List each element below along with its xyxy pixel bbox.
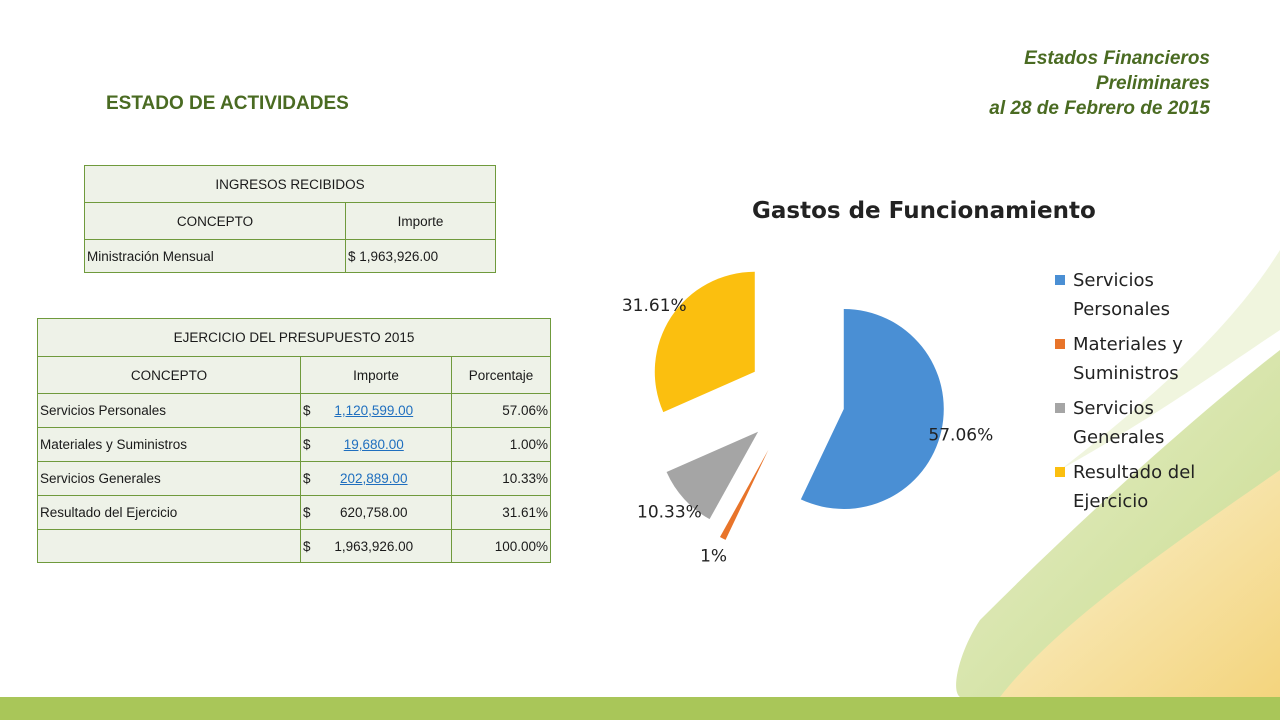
ejercicio-caption: EJERCICIO DEL PRESUPUESTO 2015 [37,318,551,357]
report-header: Estados Financieros Preliminares al 28 d… [989,46,1210,121]
legend-label: Resultado del Ejercicio [1073,462,1196,512]
total-porcentaje-cell: 100.00% [451,529,551,563]
concepto-cell: Servicios Personales [37,393,301,428]
report-header-line-3: al 28 de Febrero de 2015 [989,98,1210,119]
legend-swatch [1055,403,1065,413]
table-row: Servicios Personales $1,120,599.00 57.06… [37,393,551,428]
porcentaje-cell: 57.06% [451,393,551,428]
footer-bar [0,697,1280,720]
currency-symbol: $ [303,471,311,486]
chart-legend: Servicios Personales Materiales y Suminist… [1055,266,1255,522]
importe-cell: $202,889.00 [300,461,452,496]
ingresos-importe-cell: $ 1,963,926.00 [345,239,496,273]
table-row: Resultado del Ejercicio $620,758.00 31.6… [37,495,551,530]
pie-data-label: 1% [700,546,727,566]
pie-data-label: 31.61% [622,296,687,316]
table-total-row: $1,963,926.00 100.00% [37,529,551,563]
currency-symbol: $ [303,505,311,520]
importe-link[interactable]: 202,889.00 [339,471,408,486]
currency-symbol: $ [348,248,356,264]
concepto-cell: Materiales y Suministros [37,427,301,462]
ingresos-concepto-cell: Ministración Mensual [84,239,346,273]
pie-slice-servicios-generales [666,431,759,520]
report-header-line-1: Estados Financieros [1024,48,1210,69]
importe-cell: $620,758.00 [300,495,452,530]
total-label-cell [37,529,301,563]
ejercicio-header-importe: Importe [300,356,452,394]
currency-symbol: $ [303,538,311,554]
ingresos-header-importe: Importe [345,202,496,240]
legend-label: Materiales y Suministros [1073,334,1183,384]
table-row: Ministración Mensual $ 1,963,926.00 [84,239,496,273]
legend-item: Servicios Generales [1055,394,1255,452]
table-row: Servicios Generales $202,889.00 10.33% [37,461,551,496]
importe-cell: $1,120,599.00 [300,393,452,428]
pie-slice-resultado-del-ejercicio [654,271,755,413]
total-importe-cell: $1,963,926.00 [300,529,452,563]
importe-link[interactable]: 19,680.00 [343,437,404,452]
slide-title: ESTADO DE ACTIVIDADES [106,93,349,114]
porcentaje-cell: 10.33% [451,461,551,496]
chart-title: Gastos de Funcionamiento [752,198,1096,224]
pie-slice-materiales-y-suministros [719,449,769,540]
currency-symbol: $ [303,437,311,452]
ejercicio-table: EJERCICIO DEL PRESUPUESTO 2015 CONCEPTO … [37,318,551,563]
table-row: Materiales y Suministros $19,680.00 1.00… [37,427,551,462]
porcentaje-cell: 1.00% [451,427,551,462]
total-importe-value: 1,963,926.00 [334,538,414,554]
pie-data-label: 57.06% [928,425,993,445]
legend-label: Servicios Personales [1073,270,1170,320]
concepto-cell: Resultado del Ejercicio [37,495,301,530]
legend-swatch [1055,275,1065,285]
report-header-line-2: Preliminares [1095,73,1210,94]
importe-value: 620,758.00 [339,505,408,520]
importe-value: 1,963,926.00 [359,248,439,264]
pie-data-label: 10.33% [637,503,702,523]
ingresos-caption: INGRESOS RECIBIDOS [84,165,496,203]
legend-item: Servicios Personales [1055,266,1255,324]
concepto-cell: Servicios Generales [37,461,301,496]
currency-symbol: $ [303,403,311,418]
ejercicio-header-concepto: CONCEPTO [37,356,301,394]
importe-link[interactable]: 1,120,599.00 [334,403,414,418]
legend-item: Resultado del Ejercicio [1055,458,1255,516]
legend-item: Materiales y Suministros [1055,330,1255,388]
ejercicio-header-porcentaje: Porcentaje [451,356,551,394]
ingresos-header-concepto: CONCEPTO [84,202,346,240]
porcentaje-cell: 31.61% [451,495,551,530]
ingresos-table: INGRESOS RECIBIDOS CONCEPTO Importe Mini… [84,165,496,273]
legend-swatch [1055,467,1065,477]
legend-swatch [1055,339,1065,349]
legend-label: Servicios Generales [1073,398,1165,448]
pie-slice-servicios-personales [800,308,944,509]
pie-chart: 57.06% 1% 10.33% 31.61% [622,271,993,566]
importe-cell: $19,680.00 [300,427,452,462]
